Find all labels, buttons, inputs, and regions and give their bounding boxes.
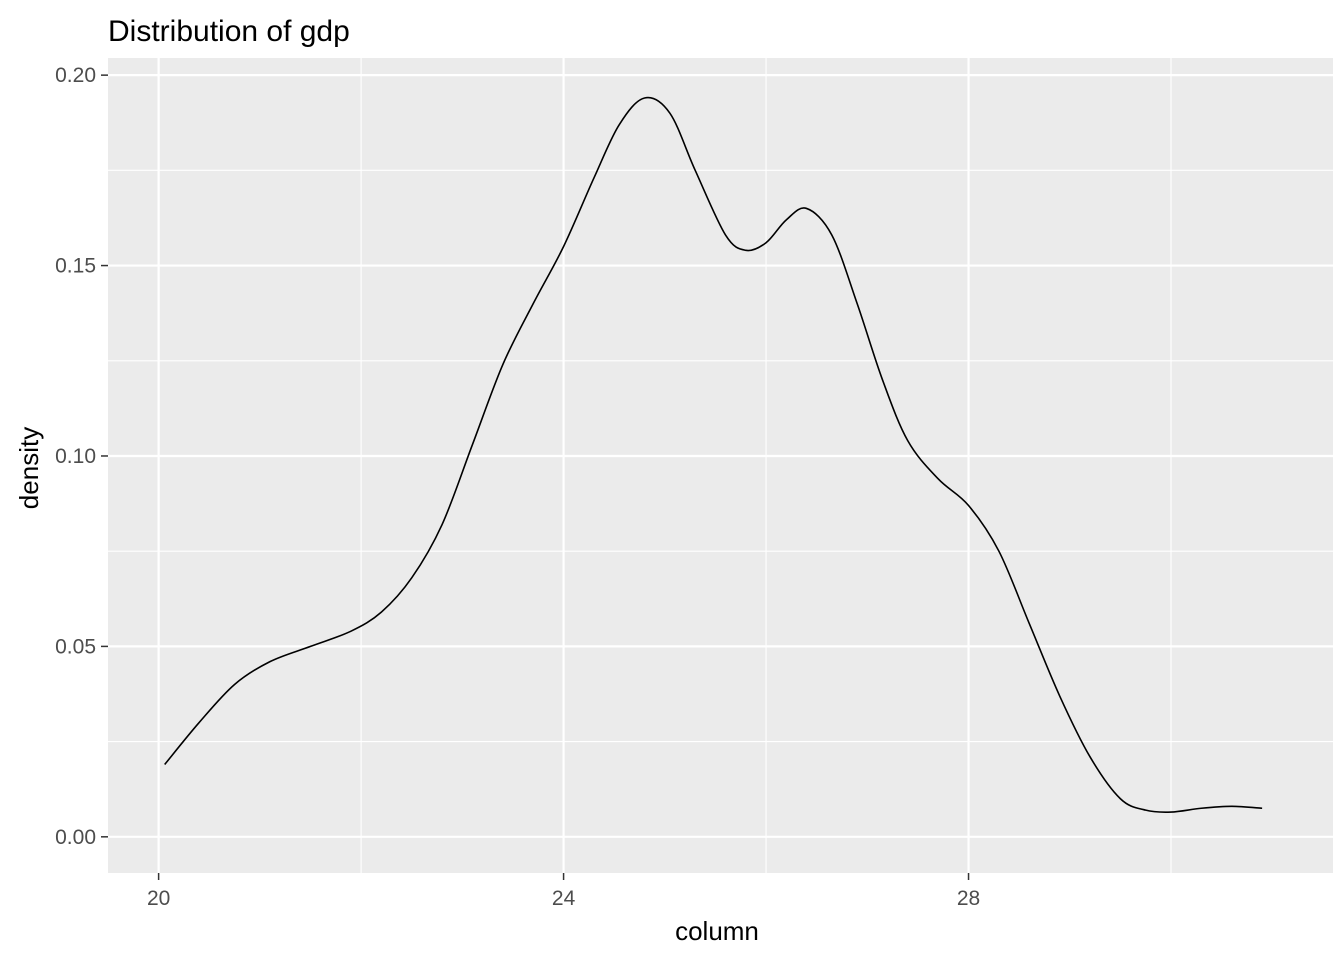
x-axis-title: column: [675, 916, 759, 946]
plot-panel: [108, 58, 1333, 873]
y-axis: 0.00 0.05 0.10 0.15 0.20: [55, 64, 108, 849]
y-tick-label: 0.10: [55, 445, 96, 468]
x-tick-label: 20: [147, 887, 170, 910]
y-tick-label: 0.15: [55, 255, 96, 278]
x-axis: 20 24 28: [147, 873, 980, 910]
density-curve: [164, 96, 1263, 814]
minor-gridlines: [108, 58, 1333, 873]
x-tick-label: 28: [957, 887, 980, 910]
y-axis-title: density: [14, 427, 44, 509]
y-tick-label: 0.20: [55, 64, 96, 87]
y-tick-label: 0.05: [55, 635, 96, 658]
chart-title: Distribution of gdp: [108, 15, 350, 48]
x-tick-label: 24: [552, 887, 576, 910]
y-tick-label: 0.00: [55, 826, 96, 849]
